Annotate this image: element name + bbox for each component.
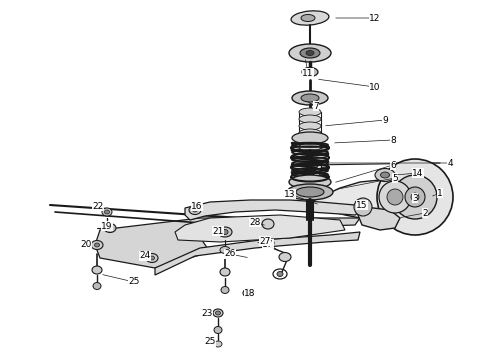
Ellipse shape [299,143,321,151]
Ellipse shape [301,14,315,22]
Text: 18: 18 [244,288,256,297]
Text: 17: 17 [262,239,274,248]
Ellipse shape [291,11,329,25]
Polygon shape [95,218,360,268]
Text: 3: 3 [412,194,418,202]
Text: 20: 20 [80,239,92,248]
Ellipse shape [301,94,319,102]
Polygon shape [358,207,400,230]
Text: 25: 25 [204,338,216,346]
Text: 15: 15 [356,201,368,210]
Text: 19: 19 [101,221,113,230]
Circle shape [387,189,403,205]
Polygon shape [308,180,400,218]
Ellipse shape [216,311,220,315]
Ellipse shape [104,210,109,214]
Text: 10: 10 [369,82,381,91]
Ellipse shape [287,184,333,200]
Ellipse shape [214,327,222,333]
Ellipse shape [299,129,321,137]
Circle shape [405,187,425,207]
Ellipse shape [302,68,318,77]
Ellipse shape [193,208,197,212]
Ellipse shape [221,287,229,293]
Ellipse shape [299,115,321,123]
Ellipse shape [189,206,201,215]
Ellipse shape [262,219,274,229]
Ellipse shape [299,136,321,144]
Circle shape [379,181,411,213]
Circle shape [377,159,453,235]
Ellipse shape [213,309,223,317]
Ellipse shape [289,175,331,189]
Text: 5: 5 [392,174,398,183]
Ellipse shape [107,226,113,230]
Ellipse shape [292,91,328,105]
Text: 14: 14 [412,168,424,177]
Text: 23: 23 [201,309,213,318]
Circle shape [354,198,372,216]
Circle shape [393,175,437,219]
Text: 22: 22 [93,202,103,211]
Ellipse shape [245,291,250,295]
Text: 21: 21 [212,226,224,235]
Circle shape [411,193,419,201]
Text: 1: 1 [437,189,443,198]
Ellipse shape [289,44,331,62]
Ellipse shape [93,283,101,289]
Ellipse shape [220,268,230,276]
Text: 13: 13 [284,189,296,198]
Ellipse shape [95,243,99,247]
Ellipse shape [381,172,390,178]
Text: 28: 28 [249,217,261,226]
Polygon shape [175,215,345,242]
Polygon shape [155,232,360,275]
Text: 26: 26 [224,249,236,258]
Text: 24: 24 [139,252,150,261]
Ellipse shape [146,253,158,262]
Ellipse shape [375,168,395,181]
Text: 7: 7 [313,102,319,111]
Ellipse shape [306,50,314,55]
Ellipse shape [299,108,321,116]
Text: 11: 11 [302,68,314,77]
Ellipse shape [277,271,283,276]
Ellipse shape [222,230,228,234]
Ellipse shape [220,247,230,253]
Ellipse shape [214,341,222,347]
Ellipse shape [149,256,154,260]
Polygon shape [185,200,363,220]
Ellipse shape [243,289,253,297]
Text: 6: 6 [390,161,396,170]
Polygon shape [308,165,322,200]
Ellipse shape [92,266,102,274]
Text: 16: 16 [191,202,203,211]
Ellipse shape [279,252,291,261]
Ellipse shape [264,239,274,247]
Ellipse shape [218,227,232,237]
Text: 8: 8 [390,135,396,144]
Text: 2: 2 [422,208,428,217]
Ellipse shape [102,208,112,216]
Text: 27: 27 [259,237,270,246]
Ellipse shape [296,187,324,197]
Ellipse shape [299,122,321,130]
Text: 4: 4 [447,158,453,167]
Text: 12: 12 [369,14,381,23]
Ellipse shape [300,48,320,58]
Text: 25: 25 [128,278,140,287]
Ellipse shape [104,224,116,233]
Text: 9: 9 [382,116,388,125]
Ellipse shape [292,132,328,144]
Ellipse shape [91,240,103,249]
